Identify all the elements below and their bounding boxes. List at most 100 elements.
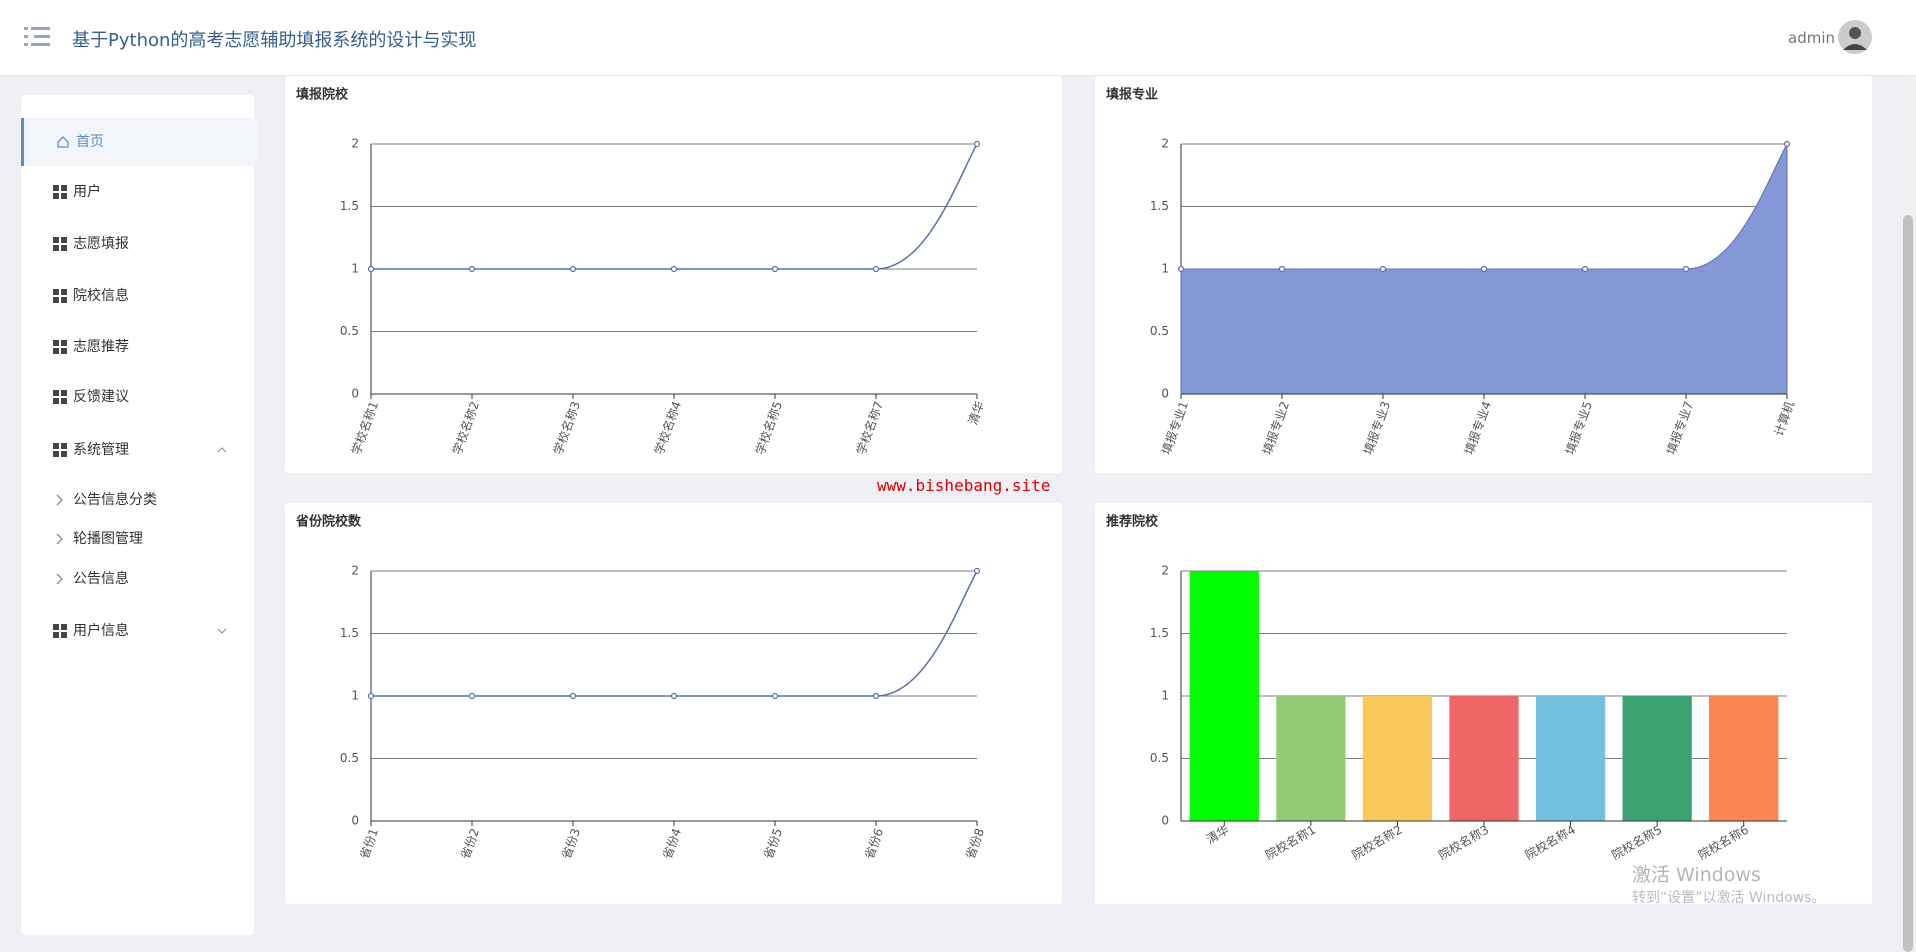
chart-title: 推荐院校 bbox=[1106, 514, 1159, 530]
menu-label[interactable]: 系统管理 bbox=[73, 442, 129, 458]
chart-title: 省份院校数 bbox=[295, 514, 362, 530]
x-tick-label: 省份8 bbox=[963, 826, 987, 861]
x-tick-label: 清华 bbox=[1204, 823, 1232, 847]
y-tick-label: 1 bbox=[1161, 262, 1169, 276]
menu-label[interactable]: 公告信息分类 bbox=[73, 492, 157, 508]
chart-title: 填报院校 bbox=[296, 87, 349, 103]
menu-label[interactable]: 首页 bbox=[76, 134, 104, 150]
chart: 填报院校 0 0.5 1 1.5 2 学校名称1 学校名称2 学校名称3 学校名称4 学校名称5 学校… bbox=[296, 87, 987, 457]
menu-label[interactable]: 公告信息 bbox=[73, 571, 129, 587]
point bbox=[1783, 140, 1791, 148]
y-tick-label: 0 bbox=[1161, 387, 1169, 401]
y-tick-label: 1 bbox=[351, 689, 359, 703]
chart-panel: 推荐院校 0 0.5 1 1.5 2 清华 院校名称1 院校名称2 院校名称3 院校名称4 院校名称5… bbox=[1095, 503, 1872, 904]
y-tick-label: 1 bbox=[351, 262, 359, 276]
menu-label[interactable]: 用户信息 bbox=[73, 623, 129, 639]
y-tick-label: 1.5 bbox=[340, 626, 359, 640]
x-tick-label: 学校名称4 bbox=[651, 399, 684, 456]
menu-item[interactable]: 首页 bbox=[21, 118, 257, 166]
submenu-item[interactable]: 轮播图管理 bbox=[21, 515, 254, 563]
chart-panel: 填报专业 0 0.5 1 1.5 2 填报专业1 填报专业2 填报专业3 填报专业4 填报专业5 填报… bbox=[1095, 76, 1872, 473]
point bbox=[468, 265, 476, 273]
menu-item[interactable]: 志愿推荐 bbox=[21, 323, 254, 371]
submenu-item[interactable]: 公告信息分类 bbox=[21, 476, 254, 524]
menu-icon bbox=[56, 494, 63, 506]
point bbox=[1379, 265, 1387, 273]
x-tick-label: 院校名称2 bbox=[1349, 822, 1405, 863]
scroll-thumb[interactable] bbox=[1903, 215, 1913, 952]
menu-item[interactable]: 院校信息 bbox=[21, 272, 254, 320]
user-name[interactable]: admin bbox=[1788, 29, 1835, 47]
y-tick-label: 0.5 bbox=[340, 324, 359, 338]
menu-label[interactable]: 反馈建议 bbox=[73, 389, 129, 405]
point bbox=[367, 692, 375, 700]
menu-icon bbox=[53, 624, 67, 638]
bar bbox=[1189, 571, 1259, 821]
y-tick-label: 2 bbox=[351, 137, 359, 151]
x-tick-label: 院校名称4 bbox=[1522, 822, 1578, 863]
x-tick-label: 学校名称3 bbox=[550, 399, 583, 456]
x-tick-label: 填报专业2 bbox=[1259, 399, 1292, 456]
menu-label[interactable]: 志愿填报 bbox=[73, 236, 129, 252]
point bbox=[670, 265, 678, 273]
point bbox=[569, 265, 577, 273]
y-tick-label: 2 bbox=[1161, 564, 1169, 578]
menu-icon bbox=[53, 340, 67, 354]
menu-item[interactable]: 反馈建议 bbox=[21, 373, 254, 421]
x-tick-label: 省份4 bbox=[660, 826, 684, 861]
y-tick-label: 2 bbox=[1161, 137, 1169, 151]
y-tick-label: 1 bbox=[1161, 689, 1169, 703]
submenu-item[interactable]: 公告信息 bbox=[21, 555, 254, 603]
point bbox=[771, 692, 779, 700]
chart: 推荐院校 0 0.5 1 1.5 2 清华 院校名称1 院校名称2 院校名称3 院校名称4 院校名称5… bbox=[1106, 514, 1787, 863]
y-tick-label: 0.5 bbox=[1150, 751, 1169, 765]
avatar[interactable] bbox=[1838, 20, 1872, 54]
point bbox=[569, 692, 577, 700]
point bbox=[1682, 265, 1690, 273]
os-notice-title: 激活 Windows bbox=[1632, 864, 1761, 886]
point bbox=[468, 692, 476, 700]
menu-item[interactable]: 系统管理 bbox=[21, 426, 254, 474]
point bbox=[872, 265, 880, 273]
y-tick-label: 0 bbox=[351, 387, 359, 401]
chevron bbox=[217, 447, 227, 453]
x-tick-label: 填报专业4 bbox=[1461, 399, 1494, 456]
menu-item[interactable]: 用户 bbox=[21, 168, 254, 216]
x-tick-label: 填报专业7 bbox=[1663, 399, 1696, 456]
menu-item[interactable]: 用户信息 bbox=[21, 607, 254, 655]
scrollbar bbox=[1902, 75, 1914, 952]
menu-item[interactable]: 志愿填报 bbox=[21, 220, 254, 268]
sidebar: 首页用户志愿填报院校信息志愿推荐反馈建议系统管理公告信息分类 轮播图管理公告信息用… bbox=[21, 95, 257, 935]
point bbox=[1581, 265, 1589, 273]
bar bbox=[1622, 696, 1692, 821]
chart-panel: 省份院校数 0 0.5 1 1.5 2 省份1 省份2 省份3 省份4 省份5 省份6 省份8 bbox=[285, 503, 1062, 904]
y-tick-label: 2 bbox=[351, 564, 359, 578]
x-tick-label: 学校名称2 bbox=[449, 399, 482, 456]
x-tick-label: 院校名称1 bbox=[1262, 822, 1318, 863]
menu-toggle[interactable] bbox=[24, 26, 50, 48]
y-tick-label: 0 bbox=[351, 814, 359, 828]
x-tick-label: 省份5 bbox=[761, 826, 785, 861]
y-tick-label: 1.5 bbox=[1150, 199, 1169, 213]
x-tick-label: 学校名称7 bbox=[853, 399, 886, 456]
point bbox=[1177, 265, 1185, 273]
menu-label[interactable]: 轮播图管理 bbox=[73, 531, 143, 547]
bar bbox=[1362, 696, 1433, 821]
chart: 省份院校数 0 0.5 1 1.5 2 省份1 省份2 省份3 省份4 省份5 省份6 省份8 bbox=[295, 514, 987, 861]
x-tick-label: 学校名称1 bbox=[348, 399, 381, 456]
x-tick-label: 清华 bbox=[966, 399, 987, 426]
chart: 填报专业 0 0.5 1 1.5 2 填报专业1 填报专业2 填报专业3 填报专业4 填报专业5 填报… bbox=[1106, 87, 1797, 457]
bar bbox=[1535, 696, 1606, 821]
chevron bbox=[217, 628, 227, 634]
x-tick-label: 省份6 bbox=[862, 826, 886, 861]
point bbox=[367, 265, 375, 273]
point bbox=[1278, 265, 1286, 273]
bar bbox=[1276, 696, 1346, 821]
menu-label[interactable]: 用户 bbox=[73, 184, 101, 200]
point bbox=[1480, 265, 1488, 273]
menu-icon bbox=[53, 443, 67, 457]
menu-label[interactable]: 志愿推荐 bbox=[73, 339, 129, 355]
menu-label[interactable]: 院校信息 bbox=[73, 288, 129, 304]
chart-panel: 填报院校 0 0.5 1 1.5 2 学校名称1 学校名称2 学校名称3 学校名称4 学校名称5 学校… bbox=[285, 76, 1062, 473]
menu-icon bbox=[56, 533, 63, 545]
